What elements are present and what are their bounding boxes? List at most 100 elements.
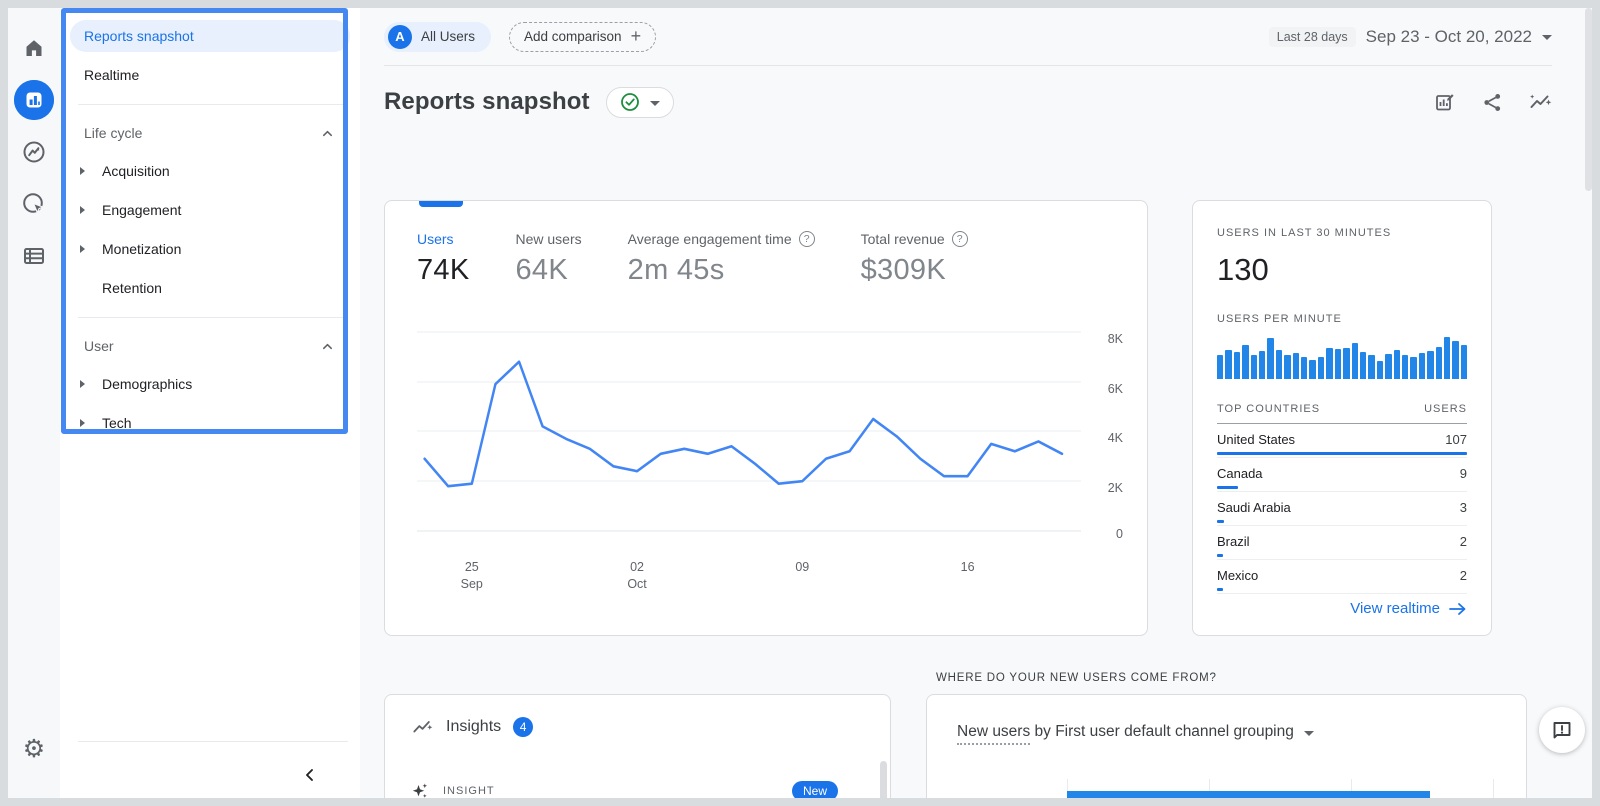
y-axis-labels: 8K 6K 4K 2K 0 bbox=[1107, 332, 1123, 541]
minute-bar bbox=[1427, 350, 1434, 379]
sidebar-item-reports-snapshot[interactable]: Reports snapshot bbox=[70, 20, 350, 52]
divider bbox=[78, 741, 348, 742]
country-bar bbox=[1217, 486, 1239, 489]
data-quality-button[interactable] bbox=[605, 86, 674, 118]
new-badge: New bbox=[791, 781, 838, 798]
country-bar bbox=[1217, 520, 1224, 523]
sidebar-item-acquisition[interactable]: Acquisition bbox=[60, 151, 360, 190]
library-icon[interactable] bbox=[14, 236, 54, 276]
expand-triangle-icon bbox=[80, 205, 85, 214]
minute-bar bbox=[1401, 355, 1409, 379]
sidebar-item-monetization[interactable]: Monetization bbox=[60, 229, 360, 268]
minute-bar bbox=[1351, 343, 1358, 379]
new-users-section: WHERE DO YOUR NEW USERS COME FROM? New u… bbox=[926, 672, 1527, 798]
expand-triangle-icon bbox=[80, 244, 85, 253]
country-bar bbox=[1217, 588, 1223, 591]
channel-bar-direct bbox=[1067, 791, 1430, 798]
sidebar-section-life-cycle[interactable]: Life cycle bbox=[60, 115, 360, 151]
country-row[interactable]: United States 107 bbox=[1217, 424, 1467, 458]
metric-new-users[interactable]: New users 64K bbox=[515, 231, 582, 286]
minute-bar bbox=[1233, 352, 1241, 379]
minute-bar bbox=[1284, 355, 1291, 379]
share-icon[interactable] bbox=[1482, 92, 1503, 113]
active-tab-indicator bbox=[419, 201, 463, 207]
country-row[interactable]: Saudi Arabia 3 bbox=[1217, 492, 1467, 526]
sidebar-item-demographics[interactable]: Demographics bbox=[60, 364, 360, 403]
sidebar-item-tech[interactable]: Tech bbox=[60, 403, 360, 442]
users-per-minute-chart bbox=[1217, 337, 1468, 379]
sparkle-icon bbox=[412, 783, 428, 798]
collapse-sidebar-button[interactable] bbox=[60, 752, 360, 798]
home-icon[interactable] bbox=[14, 28, 54, 68]
insights-icon[interactable] bbox=[1529, 91, 1552, 113]
add-comparison-button[interactable]: Add comparison + bbox=[509, 21, 657, 52]
sidebar-section-user[interactable]: User bbox=[60, 328, 360, 364]
country-name: Mexico bbox=[1217, 568, 1259, 583]
x-tick-label: 16 bbox=[960, 560, 975, 574]
help-icon[interactable]: ? bbox=[951, 231, 968, 247]
minute-bar bbox=[1326, 347, 1333, 379]
minute-bar bbox=[1259, 350, 1266, 379]
realtime-card: USERS IN LAST 30 MINUTES 130 USERS PER M… bbox=[1192, 200, 1492, 636]
minute-bar bbox=[1343, 348, 1350, 379]
secondary-cards-row: Insights 4 INSIGHT New WHERE DO YOUR NEW… bbox=[384, 672, 1592, 798]
feedback-button[interactable] bbox=[1539, 707, 1585, 753]
advertising-icon[interactable] bbox=[14, 184, 54, 224]
sidebar-item-engagement[interactable]: Engagement bbox=[60, 190, 360, 229]
minute-bar bbox=[1443, 337, 1451, 379]
minute-bar bbox=[1435, 347, 1442, 379]
minute-bar bbox=[1418, 352, 1426, 379]
country-users-value: 9 bbox=[1459, 466, 1467, 481]
trend-plot bbox=[417, 331, 1081, 532]
insights-title: Insights bbox=[446, 718, 502, 735]
minute-bar bbox=[1359, 352, 1367, 379]
reports-icon[interactable] bbox=[14, 80, 54, 120]
dimension-name[interactable]: New users bbox=[957, 723, 1031, 745]
date-preset-label: Last 28 days bbox=[1268, 26, 1356, 47]
country-users-value: 107 bbox=[1445, 432, 1467, 447]
divider bbox=[78, 317, 348, 318]
gear-icon[interactable]: ⚙ bbox=[22, 735, 46, 763]
help-icon[interactable]: ? bbox=[798, 231, 815, 247]
sidebar-footer bbox=[60, 731, 360, 798]
comparison-bar: A All Users Add comparison + Last 28 day… bbox=[384, 8, 1552, 66]
metric-users[interactable]: Users 74K bbox=[417, 231, 470, 286]
country-name: United States bbox=[1217, 432, 1296, 447]
date-range-picker[interactable]: Last 28 days Sep 23 - Oct 20, 2022 bbox=[1268, 26, 1552, 47]
card-scrollbar-thumb[interactable] bbox=[880, 761, 887, 798]
caret-down-icon bbox=[649, 100, 660, 106]
users-per-minute-label: USERS PER MINUTE bbox=[1217, 313, 1342, 325]
insights-icon bbox=[413, 721, 433, 733]
users-trend-chart: 25 Sep 02 Oct 09 16 8K 6K 4K 2K 0 bbox=[417, 301, 1127, 591]
report-actions bbox=[1434, 91, 1552, 113]
analytics-app: ⚙ Reports snapshot Realtime Life cycle A… bbox=[8, 8, 1592, 798]
country-row[interactable]: Brazil 2 bbox=[1217, 526, 1467, 560]
minute-bar bbox=[1301, 356, 1308, 379]
minute-bar bbox=[1309, 360, 1316, 379]
section-question: WHERE DO YOUR NEW USERS COME FROM? bbox=[936, 672, 1217, 684]
customize-report-icon[interactable] bbox=[1434, 91, 1456, 113]
audience-chip[interactable]: A All Users bbox=[384, 21, 492, 52]
channels-card: New users by First user default channel … bbox=[926, 694, 1527, 798]
app-rail: ⚙ bbox=[8, 8, 60, 798]
metric-total-revenue[interactable]: Total revenue ? $309K bbox=[861, 231, 968, 287]
dimension-selector[interactable]: New users by First user default channel … bbox=[957, 723, 1496, 745]
country-row[interactable]: Mexico 2 bbox=[1217, 560, 1467, 594]
x-axis-labels: 25 Sep 02 Oct 09 16 bbox=[417, 553, 1081, 591]
metric-average-engagement-time[interactable]: Average engagement time ? 2m 45s bbox=[628, 231, 815, 287]
users-trend-line bbox=[423, 360, 1064, 488]
sidebar-item-retention[interactable]: Retention bbox=[60, 268, 360, 307]
sidebar-item-realtime[interactable]: Realtime bbox=[84, 67, 140, 83]
country-row[interactable]: Canada 9 bbox=[1217, 458, 1467, 492]
metrics-row: Users 74K New users 64K Average engageme… bbox=[417, 231, 1127, 287]
page-scrollbar-thumb[interactable] bbox=[1585, 8, 1592, 191]
view-realtime-link[interactable]: View realtime bbox=[1217, 600, 1467, 617]
minute-bar bbox=[1368, 354, 1375, 379]
top-countries-header: TOP COUNTRIES USERS bbox=[1217, 403, 1467, 424]
explore-icon[interactable] bbox=[14, 132, 54, 172]
insight-row[interactable]: INSIGHT New bbox=[411, 781, 864, 798]
minute-bar bbox=[1334, 349, 1342, 379]
minute-bar bbox=[1242, 345, 1249, 379]
minute-bar bbox=[1393, 350, 1400, 379]
